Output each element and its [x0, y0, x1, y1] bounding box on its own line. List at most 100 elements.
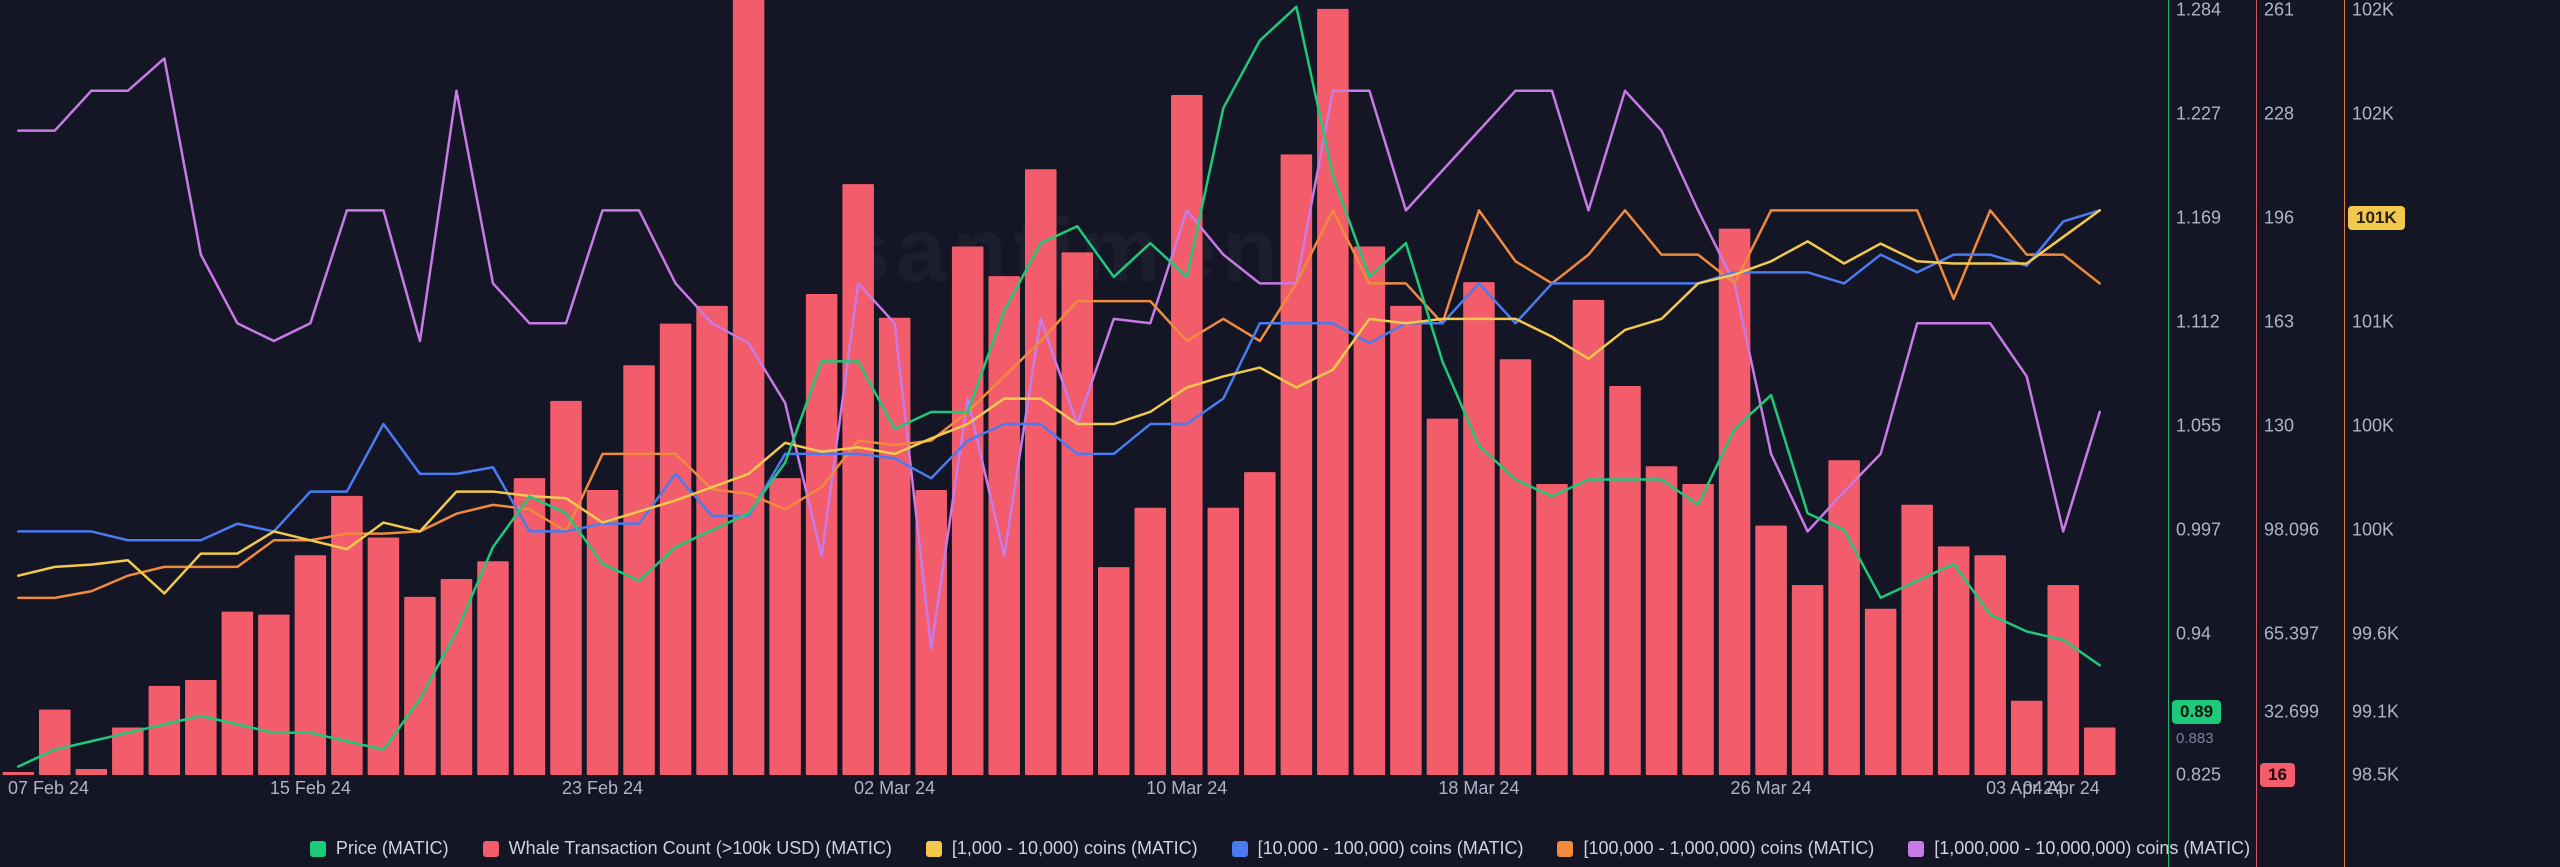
bar[interactable]: [514, 478, 546, 775]
bar[interactable]: [1646, 466, 1678, 775]
bar[interactable]: [2084, 727, 2116, 775]
axis-line: [2344, 0, 2345, 867]
bar[interactable]: [222, 612, 254, 775]
x-tick-label: 18 Mar 24: [1438, 778, 1519, 799]
axis-tick: 100K: [2352, 416, 2394, 437]
legend-item[interactable]: Price (MATIC): [310, 838, 449, 859]
bar[interactable]: [587, 490, 619, 775]
bar[interactable]: [3, 772, 35, 775]
axis-badge[interactable]: 101K: [2348, 206, 2405, 230]
x-axis-labels: 07 Feb 2415 Feb 2423 Feb 2402 Mar 2410 M…: [0, 778, 2560, 802]
bar[interactable]: [1171, 95, 1203, 775]
bar[interactable]: [404, 597, 436, 775]
x-tick-label: 07 Feb 24: [8, 778, 89, 799]
chart-container: santiment 1.2841.2271.1691.1121.0550.997…: [0, 0, 2560, 867]
bar[interactable]: [1536, 484, 1568, 775]
bar[interactable]: [1281, 154, 1313, 775]
legend-item[interactable]: [10,000 - 100,000) coins (MATIC): [1232, 838, 1524, 859]
x-tick-label: 04 Apr 24: [2023, 778, 2100, 799]
axis-line: [2256, 0, 2257, 867]
bar[interactable]: [1208, 508, 1240, 775]
bar[interactable]: [76, 769, 108, 775]
legend-label: [100,000 - 1,000,000) coins (MATIC): [1583, 838, 1874, 859]
bar[interactable]: [258, 615, 290, 775]
axis-tick: 102K: [2352, 0, 2394, 21]
legend-swatch: [926, 841, 942, 857]
bar[interactable]: [733, 0, 765, 775]
legend-item[interactable]: Whale Transaction Count (>100k USD) (MAT…: [483, 838, 892, 859]
bars-group: [3, 0, 2116, 775]
axis-badge[interactable]: 0.89: [2172, 700, 2221, 724]
axis-tick: 196: [2264, 208, 2294, 229]
bar[interactable]: [1463, 282, 1495, 775]
axis-tick: 98.096: [2264, 520, 2319, 541]
bar[interactable]: [915, 490, 947, 775]
legend-swatch: [483, 841, 499, 857]
bar[interactable]: [295, 555, 327, 775]
bar[interactable]: [39, 710, 71, 775]
bar[interactable]: [2047, 585, 2079, 775]
bar[interactable]: [660, 324, 692, 775]
bar[interactable]: [1025, 169, 1057, 775]
legend-item[interactable]: [1,000 - 10,000) coins (MATIC): [926, 838, 1198, 859]
bar[interactable]: [879, 318, 911, 775]
line-1m-10m[interactable]: [18, 58, 2099, 648]
legend-label: Price (MATIC): [336, 838, 449, 859]
bar[interactable]: [769, 478, 801, 775]
bar[interactable]: [1062, 252, 1094, 775]
bar[interactable]: [1098, 567, 1130, 775]
axis-tick: 99.6K: [2352, 624, 2399, 645]
legend-swatch: [1557, 841, 1573, 857]
x-tick-label: 15 Feb 24: [270, 778, 351, 799]
x-tick-label: 23 Feb 24: [562, 778, 643, 799]
bar[interactable]: [1828, 460, 1860, 775]
axis-tick: 65.397: [2264, 624, 2319, 645]
bar[interactable]: [696, 306, 728, 775]
bar[interactable]: [952, 246, 984, 775]
line-100k-1m[interactable]: [18, 210, 2099, 597]
bar[interactable]: [842, 184, 874, 775]
legend-label: [10,000 - 100,000) coins (MATIC): [1258, 838, 1524, 859]
axis-tick: 163: [2264, 312, 2294, 333]
bar[interactable]: [1354, 246, 1386, 775]
bar[interactable]: [1719, 229, 1751, 775]
axis-tick: 1.169: [2176, 208, 2221, 229]
axis-tick: 0.94: [2176, 624, 2211, 645]
bar[interactable]: [1755, 526, 1787, 775]
bar[interactable]: [1901, 505, 1933, 775]
axis-tick: 100K: [2352, 520, 2394, 541]
axis-line: [2168, 0, 2169, 867]
legend-swatch: [1232, 841, 1248, 857]
bar[interactable]: [1865, 609, 1897, 775]
bar[interactable]: [477, 561, 509, 775]
legend-label: [1,000 - 10,000) coins (MATIC): [952, 838, 1198, 859]
bar[interactable]: [1573, 300, 1605, 775]
legend-swatch: [310, 841, 326, 857]
bar[interactable]: [368, 537, 400, 775]
bar[interactable]: [988, 276, 1020, 775]
bar[interactable]: [331, 496, 363, 775]
bar[interactable]: [2011, 701, 2043, 775]
bar[interactable]: [185, 680, 217, 775]
bar[interactable]: [1792, 585, 1824, 775]
bar[interactable]: [1135, 508, 1167, 775]
bar[interactable]: [1682, 484, 1714, 775]
bar[interactable]: [550, 401, 582, 775]
bar[interactable]: [1390, 306, 1422, 775]
axis-tick: 1.112: [2176, 312, 2220, 333]
bar[interactable]: [149, 686, 181, 775]
bar[interactable]: [1974, 555, 2006, 775]
legend-item[interactable]: [100,000 - 1,000,000) coins (MATIC): [1557, 838, 1874, 859]
axis-tick: 1.284: [2176, 0, 2221, 21]
bar[interactable]: [1427, 419, 1459, 775]
legend-item[interactable]: [1,000,000 - 10,000,000) coins (MATIC): [1908, 838, 2250, 859]
bar[interactable]: [1609, 386, 1641, 775]
bar[interactable]: [1500, 359, 1532, 775]
legend-label: [1,000,000 - 10,000,000) coins (MATIC): [1934, 838, 2250, 859]
plot-area[interactable]: [0, 0, 2118, 775]
axis-tick: 0.883: [2176, 730, 2214, 747]
line-price[interactable]: [18, 7, 2099, 767]
bar[interactable]: [806, 294, 838, 775]
axis-tick: 130: [2264, 416, 2294, 437]
bar[interactable]: [1244, 472, 1276, 775]
